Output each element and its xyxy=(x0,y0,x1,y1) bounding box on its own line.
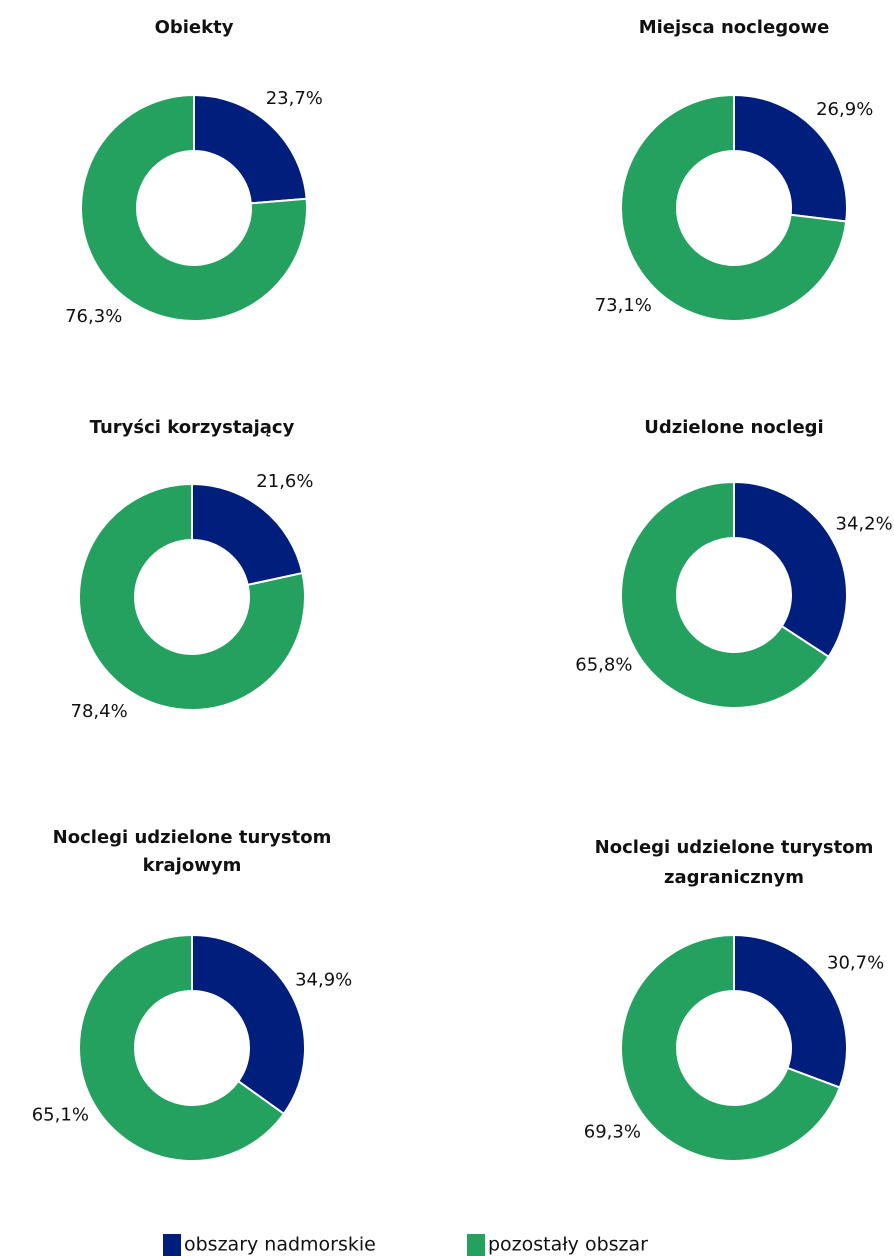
legend-label: obszary nadmorskie xyxy=(184,1234,376,1256)
chart-title: Turyści korzystający xyxy=(90,417,295,438)
data-label: 65,8% xyxy=(575,654,632,675)
chart-title: Miejsca noclegowe xyxy=(639,17,830,38)
donut-slice xyxy=(733,93,848,223)
chart-title: Noclegi udzielone turystom xyxy=(53,827,332,848)
data-label: 65,1% xyxy=(32,1105,89,1126)
chart-title: zagranicznym xyxy=(664,867,804,888)
donut-slice xyxy=(620,93,848,322)
chart-title: Noclegi udzielone turystom xyxy=(595,837,874,858)
legend-swatch xyxy=(467,1234,485,1256)
chart-title: krajowym xyxy=(143,855,242,876)
donut-slice xyxy=(620,933,842,1162)
data-label: 78,4% xyxy=(71,701,128,722)
chart-title: Udzielone noclegi xyxy=(644,417,823,438)
chart-title: Obiekty xyxy=(155,17,234,38)
legend-label: pozostały obszar xyxy=(488,1234,648,1256)
donut-slice xyxy=(191,482,304,587)
data-label: 26,9% xyxy=(816,99,873,120)
data-label: 23,7% xyxy=(266,88,323,109)
donut-slice xyxy=(191,933,306,1116)
legend-swatch xyxy=(163,1234,181,1256)
data-label: 21,6% xyxy=(256,471,313,492)
data-label: 69,3% xyxy=(584,1121,641,1142)
data-label: 30,7% xyxy=(827,953,884,974)
donut-slice xyxy=(78,933,286,1162)
donut-slice xyxy=(620,480,831,709)
data-label: 76,3% xyxy=(65,306,122,327)
data-label: 73,1% xyxy=(595,295,652,316)
donut-slice xyxy=(733,933,848,1089)
data-label: 34,9% xyxy=(295,969,352,990)
donut-slice xyxy=(733,480,848,659)
donut-slice xyxy=(193,93,308,205)
donut-slice xyxy=(80,93,308,322)
donut-slice xyxy=(78,482,306,711)
data-label: 34,2% xyxy=(836,514,893,535)
